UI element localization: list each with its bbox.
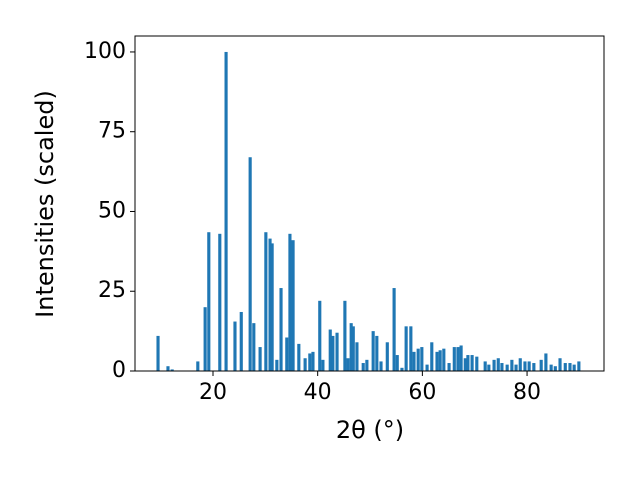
bar: [518, 358, 522, 371]
bar: [553, 366, 557, 371]
bar: [203, 307, 207, 371]
bar: [438, 350, 442, 371]
bar: [514, 364, 518, 371]
bar: [452, 347, 456, 371]
y-tick-label: 100: [84, 39, 126, 64]
bar: [361, 363, 365, 371]
bar: [335, 332, 339, 371]
bar: [568, 363, 572, 371]
bar: [328, 329, 332, 371]
bar: [385, 342, 389, 371]
bar: [447, 363, 451, 371]
bar: [285, 337, 289, 371]
x-tick-label: 80: [513, 380, 541, 405]
x-axis-label: 2θ (°): [336, 416, 404, 444]
bar: [442, 348, 446, 371]
y-tick-label: 75: [98, 119, 126, 144]
bar: [558, 358, 562, 371]
bar: [264, 232, 268, 371]
bar: [483, 361, 487, 371]
y-axis-label: Intensities (scaled): [31, 90, 59, 318]
bar: [375, 335, 379, 371]
bar: [258, 347, 262, 371]
bar: [395, 355, 399, 371]
bar: [279, 288, 283, 371]
bar: [500, 363, 504, 371]
bar: [492, 359, 496, 371]
bar: [544, 353, 548, 371]
bar: [321, 359, 325, 371]
bar: [416, 348, 420, 371]
bar: [456, 347, 460, 371]
plot-frame: [134, 35, 605, 372]
bar: [239, 311, 243, 371]
bar: [297, 343, 301, 371]
bar: [572, 364, 576, 371]
x-tick-label: 20: [199, 380, 227, 405]
bar: [170, 369, 174, 371]
bar: [532, 363, 536, 371]
bar: [409, 326, 413, 371]
bar: [463, 358, 467, 371]
bar: [311, 351, 315, 371]
bar: [156, 335, 160, 371]
bar: [351, 326, 355, 371]
bar: [392, 288, 396, 371]
y-tick-label: 0: [112, 358, 126, 383]
bar: [291, 240, 295, 371]
bar: [539, 359, 543, 371]
bar: [510, 359, 514, 371]
bar: [166, 366, 170, 371]
y-tick-label: 50: [98, 198, 126, 223]
bar: [349, 323, 353, 371]
bar: [487, 364, 491, 371]
bar: [365, 359, 369, 371]
bar: [425, 364, 429, 371]
bar: [505, 364, 509, 371]
bar: [248, 157, 252, 371]
bar: [233, 321, 237, 371]
bar: [475, 356, 479, 371]
bar: [252, 323, 256, 371]
bar: [218, 233, 222, 371]
bar: [196, 361, 200, 371]
bar: [523, 361, 527, 371]
bar: [270, 243, 274, 371]
bar: [496, 358, 500, 371]
bar: [331, 335, 335, 371]
bar: [224, 51, 228, 371]
bar: [207, 232, 211, 371]
bar: [288, 233, 292, 371]
bar: [435, 351, 439, 371]
x-tick-label: 60: [408, 380, 436, 405]
bar: [355, 342, 359, 371]
bar: [303, 358, 307, 371]
bar: [343, 300, 347, 371]
bar: [379, 361, 383, 371]
bar: [400, 367, 404, 371]
bar: [412, 351, 416, 371]
bar: [275, 359, 279, 371]
bar: [346, 358, 350, 371]
bar: [318, 300, 322, 371]
bar: [404, 326, 408, 371]
bar: [577, 361, 581, 371]
y-tick-label: 25: [98, 278, 126, 303]
bar: [420, 347, 424, 371]
bar: [527, 361, 531, 371]
bar: [470, 355, 474, 371]
bar: [371, 331, 375, 371]
bar: [268, 238, 272, 371]
bar: [459, 345, 463, 371]
x-tick-label: 40: [304, 380, 332, 405]
bar: [563, 363, 567, 371]
bar: [308, 353, 312, 371]
bar: [430, 342, 434, 371]
bar: [466, 355, 470, 371]
bar: [549, 364, 553, 371]
